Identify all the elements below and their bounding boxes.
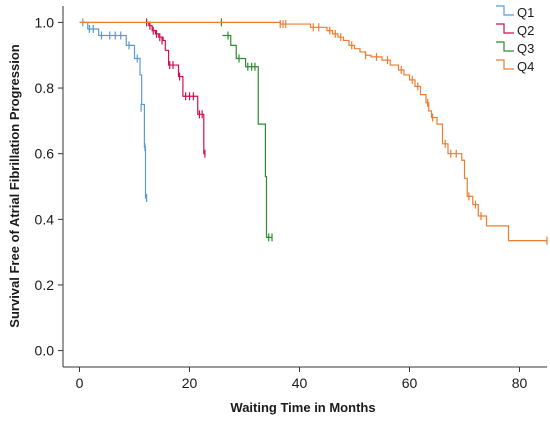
y-axis-ticks: 0.0 0.2 0.4 0.6 0.8 1.0	[35, 14, 63, 359]
y-tick-label: 0.0	[35, 343, 55, 359]
legend-label: Q2	[517, 23, 534, 38]
legend-swatch	[496, 41, 514, 52]
x-axis-ticks: 0 20 40 60 80	[76, 367, 528, 391]
series-layer	[79, 18, 548, 245]
series-line-q4	[79, 21, 547, 242]
legend-swatch	[496, 23, 514, 34]
x-tick-label: 40	[292, 375, 308, 391]
y-tick-label: 0.4	[35, 211, 55, 227]
y-axis-title: Survival Free of Atrial Fibrillation Pro…	[7, 44, 22, 327]
legend-item-q3: Q3	[496, 41, 534, 56]
legend-label: Q3	[517, 41, 534, 56]
series-q4	[79, 20, 548, 245]
series-q3	[220, 18, 273, 242]
legend-item-q1: Q1	[496, 5, 534, 20]
legend-label: Q1	[517, 5, 534, 20]
x-axis-title: Waiting Time in Months	[230, 400, 375, 415]
y-tick-label: 1.0	[35, 14, 55, 30]
series-line-q1	[79, 21, 147, 199]
y-tick-label: 0.6	[35, 146, 55, 162]
legend-item-q2: Q2	[496, 23, 534, 38]
x-tick-label: 0	[76, 375, 84, 391]
series-q2	[145, 18, 206, 158]
series-line-q2	[145, 21, 205, 155]
legend-item-q4: Q4	[496, 59, 534, 74]
legend-swatch	[496, 59, 514, 70]
y-tick-label: 0.8	[35, 80, 55, 96]
x-tick-label: 20	[182, 375, 198, 391]
legend: Q1 Q2 Q3 Q4	[496, 5, 534, 74]
legend-label: Q4	[517, 59, 534, 74]
x-tick-label: 60	[402, 375, 418, 391]
legend-swatch	[496, 5, 514, 16]
series-q1	[79, 18, 148, 202]
x-tick-label: 80	[512, 375, 528, 391]
y-tick-label: 0.2	[35, 277, 55, 293]
plot-area	[62, 6, 548, 368]
